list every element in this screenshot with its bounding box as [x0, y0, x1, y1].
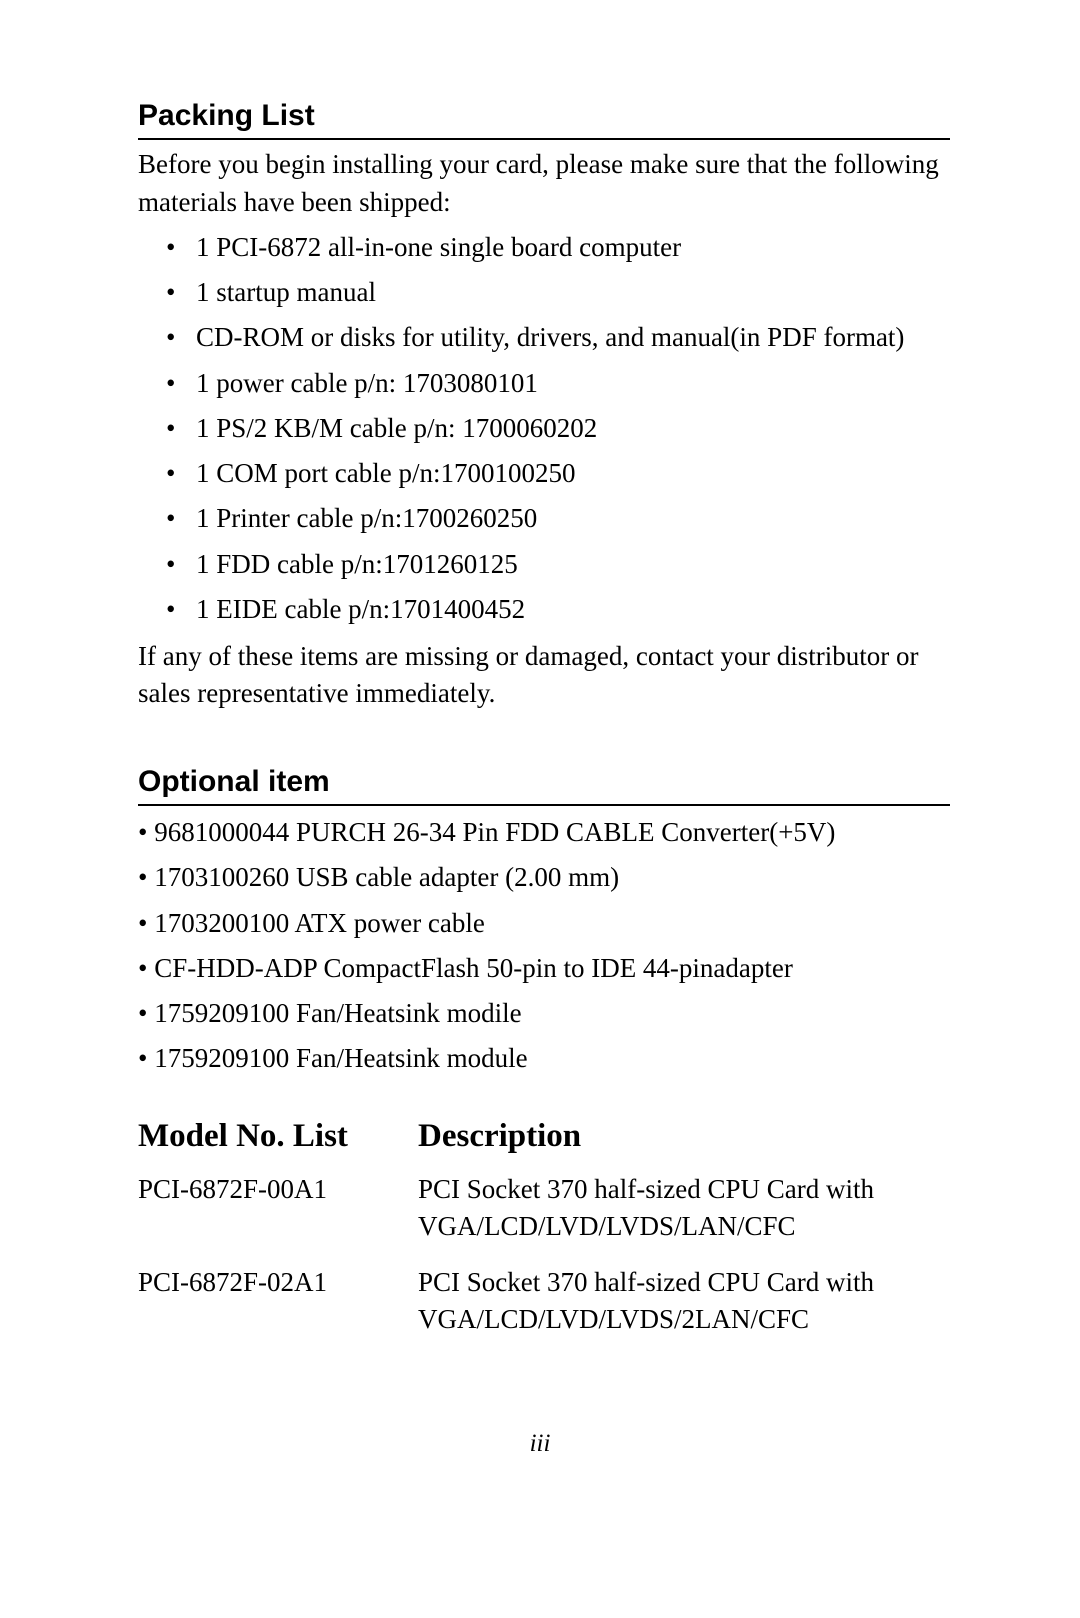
list-item: 1 COM port cable p/n:1700100250	[166, 455, 950, 492]
document-page: Packing List Before you begin installing…	[0, 0, 1080, 1350]
list-item: • 1703200100 ATX power cable	[138, 905, 950, 942]
page-number: iii	[0, 1430, 1080, 1458]
list-item: • 1759209100 Fan/Heatsink modile	[138, 995, 950, 1032]
list-item: 1 EIDE cable p/n:1701400452	[166, 591, 950, 628]
list-item: 1 PS/2 KB/M cable p/n: 1700060202	[166, 410, 950, 447]
model-header: Model No. List	[138, 1114, 418, 1166]
model-cell: PCI-6872F-00A1	[138, 1165, 418, 1258]
packing-outro: If any of these items are missing or dam…	[138, 638, 950, 713]
packing-intro: Before you begin installing your card, p…	[138, 146, 950, 221]
list-item: • 1759209100 Fan/Heatsink module	[138, 1040, 950, 1077]
optional-items: • 9681000044 PURCH 26-34 Pin FDD CABLE C…	[138, 814, 950, 1078]
description-header: Description	[418, 1114, 950, 1166]
list-item: 1 FDD cable p/n:1701260125	[166, 546, 950, 583]
list-item: • 9681000044 PURCH 26-34 Pin FDD CABLE C…	[138, 814, 950, 851]
packing-items: 1 PCI-6872 all-in-one single board compu…	[138, 229, 950, 628]
list-item: 1 power cable p/n: 1703080101	[166, 365, 950, 402]
list-item: 1 startup manual	[166, 274, 950, 311]
packing-list-heading: Packing List	[138, 95, 950, 140]
list-item: 1 Printer cable p/n:1700260250	[166, 500, 950, 537]
list-item: 1 PCI-6872 all-in-one single board compu…	[166, 229, 950, 266]
model-table: Model No. List Description PCI-6872F-00A…	[138, 1114, 950, 1351]
optional-item-heading: Optional item	[138, 761, 950, 806]
list-item: CD-ROM or disks for utility, drivers, an…	[166, 319, 950, 356]
model-cell: PCI-6872F-02A1	[138, 1258, 418, 1351]
description-cell: PCI Socket 370 half-sized CPU Card with …	[418, 1165, 950, 1258]
description-cell: PCI Socket 370 half-sized CPU Card with …	[418, 1258, 950, 1351]
list-item: • CF-HDD-ADP CompactFlash 50-pin to IDE …	[138, 950, 950, 987]
list-item: • 1703100260 USB cable adapter (2.00 mm)	[138, 859, 950, 896]
